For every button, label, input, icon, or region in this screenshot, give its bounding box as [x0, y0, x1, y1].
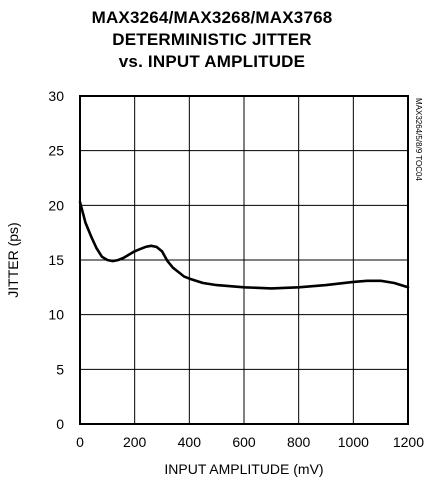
- side-label: MAX3264/5/8/9 TOC04: [414, 98, 423, 181]
- y-axis-label: JITTER (ps): [5, 222, 21, 297]
- x-tick-label-3: 600: [232, 434, 256, 450]
- x-tick-label-6: 1200: [393, 434, 424, 450]
- y-tick-label-0: 0: [56, 416, 64, 432]
- chart-title-line-1: MAX3264/MAX3268/MAX3768: [91, 8, 333, 27]
- y-tick-label-3: 15: [48, 252, 64, 268]
- y-tick-label-1: 5: [56, 361, 64, 377]
- x-axis-label: INPUT AMPLITUDE (mV): [164, 461, 323, 477]
- y-tick-label-4: 20: [48, 197, 64, 213]
- x-tick-label-0: 0: [76, 434, 84, 450]
- x-tick-label-5: 1000: [338, 434, 369, 450]
- plot-frame: [79, 95, 409, 425]
- x-tick-label-2: 400: [178, 434, 202, 450]
- x-tick-label-4: 800: [287, 434, 311, 450]
- series-line: [78, 200, 410, 290]
- chart-title-line-2: DETERMINISTIC JITTER: [112, 30, 312, 49]
- y-tick-label-5: 25: [48, 143, 64, 159]
- y-tick-label-2: 10: [48, 307, 64, 323]
- grid: [80, 96, 408, 424]
- chart-title-line-3: vs. INPUT AMPLITUDE: [118, 52, 306, 71]
- y-tick-label-6: 30: [48, 88, 64, 104]
- y-tick-labels: 0 5 10 15 20 25 30: [48, 88, 64, 432]
- x-tick-label-1: 200: [123, 434, 147, 450]
- x-tick-labels: 0 200 400 600 800 1000 1200: [76, 434, 424, 450]
